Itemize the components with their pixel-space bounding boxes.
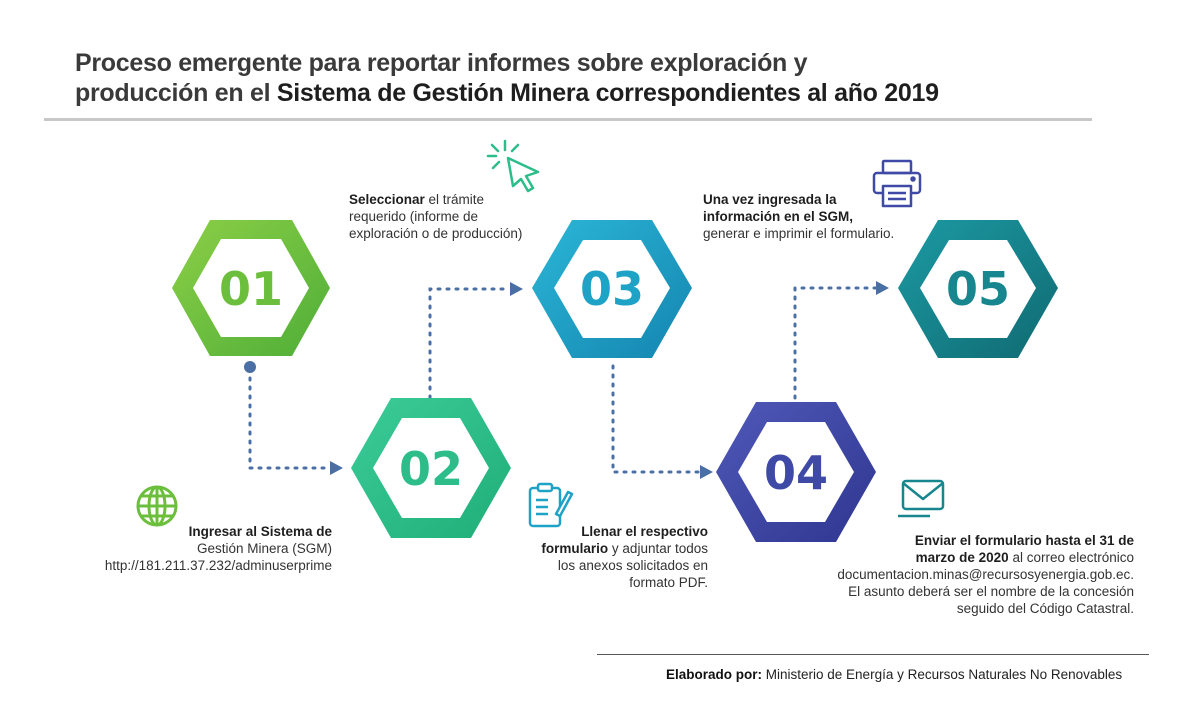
step-01-number: 01 <box>219 262 283 316</box>
step-02-text-bold: Llenar el respectivo <box>581 524 708 539</box>
footer-divider <box>597 654 1149 655</box>
connector-01-02 <box>248 376 332 470</box>
step-05-description: Una vez ingresada la información en el S… <box>703 191 943 242</box>
step-03-text-line2: requerido (informe de <box>349 209 479 224</box>
step-04-text-line5: seguido del Código Catastral. <box>956 601 1134 616</box>
connector-02-03 <box>428 287 512 400</box>
step-02-hexagon: 02 <box>351 398 511 538</box>
connector-04-05-arrow <box>876 281 889 295</box>
step-01-text-line3: http://181.211.37.232/adminuserprime <box>104 558 332 573</box>
connector-01-02-arrow <box>330 461 343 475</box>
step-04-description: Enviar el formulario hasta el 31 de marz… <box>820 532 1134 617</box>
title-divider <box>44 118 1092 121</box>
step-04-text-bold: Enviar el formulario hasta el 31 de <box>914 533 1134 548</box>
step-01-hexagon: 01 <box>172 220 330 356</box>
step-02-text-line4: formato PDF. <box>629 575 708 590</box>
step-01-text-bold: Ingresar al Sistema de <box>188 524 332 539</box>
step-03-text-line1: Seleccionar el trámite <box>349 192 485 207</box>
footer-value: Ministerio de Energía y Recursos Natural… <box>762 667 1123 682</box>
step-05-text-line3: generar e imprimir el formulario. <box>703 226 895 241</box>
connector-03-04 <box>611 364 702 474</box>
footer-credit: Elaborado por: Ministerio de Energía y R… <box>666 667 1122 682</box>
cursor-click-icon <box>486 139 540 193</box>
printer-icon <box>872 159 922 208</box>
step-05-hexagon: 05 <box>898 220 1058 358</box>
step-04-hexagon: 04 <box>716 402 876 542</box>
step-01-text-line2: Gestión Minera (SGM) <box>196 541 332 556</box>
step-04-number: 04 <box>764 446 828 500</box>
step-03-hexagon: 03 <box>532 220 692 358</box>
step-04-text-line3: documentacion.minas@recursosyenergia.gob… <box>837 567 1134 582</box>
step-05-number: 05 <box>946 262 1010 316</box>
step-01-description: Ingresar al Sistema de Gestión Minera (S… <box>60 523 332 574</box>
step-04-text-line2: marzo de 2020 al correo electrónico <box>915 550 1134 565</box>
title-line-2-prefix: producción en el <box>75 79 277 107</box>
email-icon <box>898 479 945 518</box>
step-02-text-line3: los anexos solicitados en <box>557 558 708 573</box>
connector-03-04-arrow <box>700 465 713 479</box>
connector-04-05 <box>793 286 878 400</box>
connector-start-dot <box>244 361 256 373</box>
step-02-description: Llenar el respectivo formulario y adjunt… <box>480 523 708 591</box>
title-line-2: producción en el Sistema de Gestión Mine… <box>75 78 1075 108</box>
step-05-text-bold2: información en el SGM, <box>703 209 854 224</box>
step-04-text-line4: El asunto deberá ser el nombre de la con… <box>848 584 1134 599</box>
title-line-1: Proceso emergente para reportar informes… <box>75 49 808 77</box>
step-02-number: 02 <box>399 442 463 496</box>
step-03-description: Seleccionar el trámite requerido (inform… <box>349 191 579 242</box>
title-line-2-strong: Sistema de Gestión Minera correspondient… <box>276 79 939 107</box>
step-05-text-bold: Una vez ingresada la <box>703 192 837 207</box>
globe-icon <box>136 485 178 527</box>
page-title: Proceso emergente para reportar informes… <box>75 48 1075 108</box>
clipboard-icon <box>528 482 574 528</box>
connector-02-03-arrow <box>510 282 523 296</box>
footer-label: Elaborado por: <box>666 667 763 682</box>
step-03-text-line3: exploración o de producción) <box>349 226 523 241</box>
step-02-text-line2: formulario y adjuntar todos <box>541 541 708 556</box>
step-03-number: 03 <box>580 262 644 316</box>
